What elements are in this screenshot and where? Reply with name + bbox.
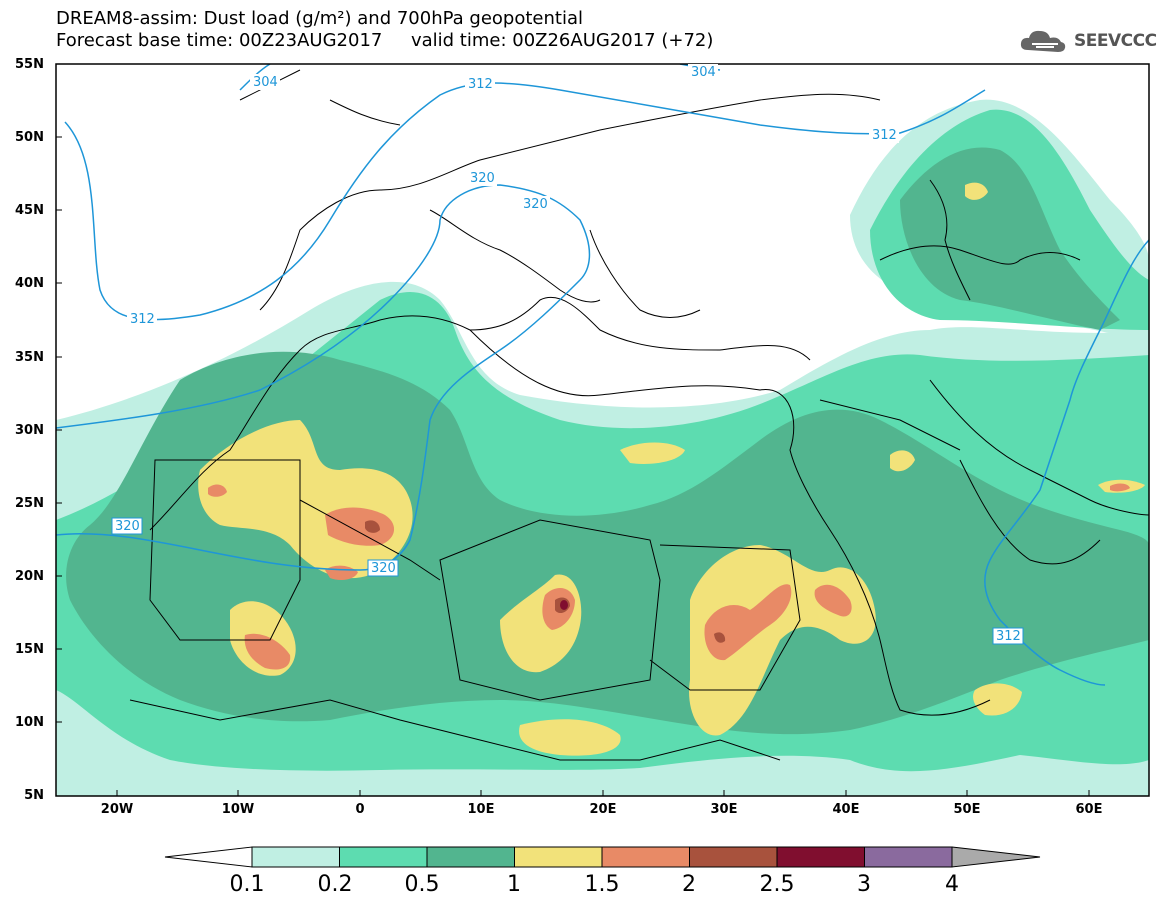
colorbar-swatch (426, 846, 515, 868)
lat-label-35n: 35N (15, 350, 44, 365)
lat-label-15n: 15N (15, 642, 44, 657)
contour-label-312: 312 (872, 128, 897, 143)
colorbar-high-arrow (951, 846, 1041, 868)
colorbar-swatch (514, 846, 603, 868)
contour-label-320: 320 (523, 197, 548, 212)
contour-label-304: 304 (691, 65, 716, 80)
lat-label-25n: 25N (15, 496, 44, 511)
contour-label-312: 312 (130, 312, 155, 327)
contour-label-320: 320 (470, 171, 495, 186)
lon-label-60e: 60E (1075, 802, 1103, 817)
contour-labels: 304 304 312 312 312 312 320 320 320 320 (111, 64, 1024, 645)
lat-label-55n: 55N (15, 57, 44, 72)
lat-label-20n: 20N (15, 569, 44, 584)
lat-label-10n: 10N (15, 715, 44, 730)
map-title: DREAM8-assim: Dust load (g/m²) and 700hP… (56, 8, 583, 29)
colorbar-swatch (251, 846, 340, 868)
lat-label-30n: 30N (15, 423, 44, 438)
map-subtitle: Forecast base time: 00Z23AUG2017 valid t… (56, 30, 714, 51)
dust-level-1.5 (208, 483, 1130, 670)
colorbar-swatch (601, 846, 690, 868)
lon-label-30e: 30E (710, 802, 738, 817)
contour-label-312: 312 (468, 77, 493, 92)
dust-level-2.5 (560, 600, 568, 610)
lon-label-10w: 10W (221, 802, 255, 817)
lat-label-45n: 45N (15, 203, 44, 218)
lon-label-40e: 40E (832, 802, 860, 817)
lat-label-50n: 50N (15, 130, 44, 145)
colorbar-label: 0.5 (404, 872, 440, 897)
logo-text: SEEVCCC (1074, 31, 1157, 51)
colorbar-label: 0.2 (317, 872, 353, 897)
lon-label-50e: 50E (953, 802, 981, 817)
colorbar-label: 1 (507, 872, 521, 897)
dust-level-0.5 (66, 147, 1149, 735)
colorbar-swatch (864, 846, 953, 868)
coastlines (129, 69, 1149, 761)
contour-label-312: 312 (996, 629, 1021, 644)
axis-ticks (56, 63, 1090, 796)
colorbar (164, 846, 1041, 868)
colorbar-label: 2.5 (759, 872, 795, 897)
colorbar-label: 1.5 (584, 872, 620, 897)
contour-label-320: 320 (371, 561, 396, 576)
colorbar-label: 3 (857, 872, 871, 897)
colorbar-swatch (689, 846, 778, 868)
lon-label-0: 0 (355, 802, 365, 817)
colorbar-label: 2 (682, 872, 696, 897)
lon-label-20w: 20W (100, 802, 134, 817)
lat-label-5n: 5N (24, 788, 44, 803)
colorbar-swatch (776, 846, 865, 868)
colorbar-low-arrow (164, 846, 253, 868)
lat-label-40n: 40N (15, 276, 44, 291)
cloud-icon (1020, 30, 1066, 52)
colorbar-swatch (339, 846, 428, 868)
colorbar-label: 0.1 (229, 872, 265, 897)
seevccc-logo: SEEVCCC (1018, 24, 1157, 58)
lon-label-20e: 20E (589, 802, 617, 817)
contour-label-304: 304 (253, 75, 278, 90)
contour-label-320: 320 (115, 519, 140, 534)
colorbar-label: 4 (945, 872, 959, 897)
lon-label-10e: 10E (467, 802, 495, 817)
